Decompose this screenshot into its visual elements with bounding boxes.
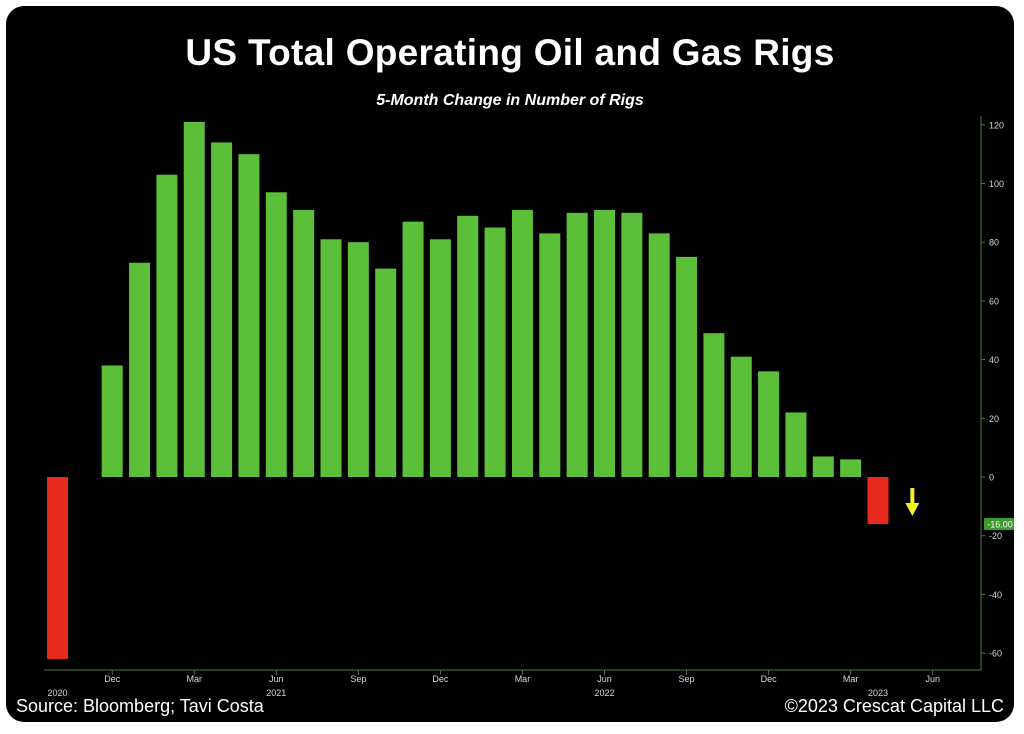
last-value-label: -16.00 (987, 519, 1013, 529)
y-tick-label: 120 (989, 120, 1004, 130)
y-tick-label: 40 (989, 355, 999, 365)
last-value-badge (984, 517, 1014, 530)
bar (211, 142, 233, 477)
x-tick-label: Dec (432, 674, 449, 684)
bar (594, 209, 615, 478)
bar (238, 154, 260, 477)
bar (47, 477, 68, 659)
chart-title: US Total Operating Oil and Gas Rigs (185, 32, 835, 73)
y-tick-label: 60 (989, 296, 999, 306)
bar (402, 221, 424, 477)
y-tick-label: 100 (989, 179, 1004, 189)
x-tick-label: Jun (925, 674, 940, 684)
bar (101, 365, 123, 477)
bar (293, 209, 315, 478)
chart-subtitle: 5-Month Change in Number of Rigs (376, 92, 644, 109)
x-tick-label: Dec (104, 674, 121, 684)
source-note: Source: Bloomberg; Tavi Costa (16, 696, 264, 716)
x-tick-label: Dec (761, 674, 778, 684)
x-year-label: 2022 (594, 688, 614, 698)
bar (676, 256, 698, 477)
y-tick-label: -40 (989, 590, 1002, 600)
y-tick-label: -60 (989, 649, 1002, 659)
bar (566, 212, 588, 477)
x-tick-label: Mar (843, 674, 859, 684)
bar (375, 268, 397, 477)
bar (840, 459, 862, 477)
bar (867, 477, 889, 524)
x-year-label: 2020 (47, 688, 67, 698)
y-tick-label: -20 (989, 531, 1002, 541)
bar-chart: -60 -40 -20 0 20 40 60 80 100 120 -16.00 Dec Mar Jun S… (44, 116, 1014, 698)
x-year-label: 2023 (868, 688, 888, 698)
copyright-note: ©2023 Crescat Capital LLC (784, 696, 1004, 716)
bar (265, 192, 287, 477)
x-tick-label: Jun (269, 674, 284, 684)
bar (539, 233, 561, 477)
bar (156, 174, 178, 477)
chart-card: US Total Operating Oil and Gas Rigs 5-Mo… (6, 6, 1014, 722)
bar (812, 456, 834, 477)
bar (730, 356, 752, 477)
x-tick-label: Sep (350, 674, 366, 684)
bar (758, 371, 780, 477)
bar (129, 262, 151, 477)
down-arrow-icon (910, 488, 915, 504)
bar (511, 209, 533, 478)
bar (429, 239, 451, 477)
bar (785, 412, 807, 477)
bar (183, 121, 205, 478)
y-tick-label: 0 (989, 473, 994, 483)
bar (621, 212, 643, 477)
bar (347, 242, 369, 477)
bar (484, 227, 506, 477)
y-tick-label: 20 (989, 414, 999, 424)
x-tick-label: Mar (515, 674, 531, 684)
x-tick-label: Jun (597, 674, 612, 684)
bar (457, 215, 479, 477)
down-arrow-icon-head (905, 503, 920, 516)
x-tick-label: Mar (187, 674, 203, 684)
bar (320, 239, 342, 477)
x-tick-label: Sep (679, 674, 695, 684)
bar (648, 233, 670, 477)
x-year-label: 2021 (266, 688, 286, 698)
bar (703, 333, 725, 477)
y-tick-label: 80 (989, 238, 999, 248)
